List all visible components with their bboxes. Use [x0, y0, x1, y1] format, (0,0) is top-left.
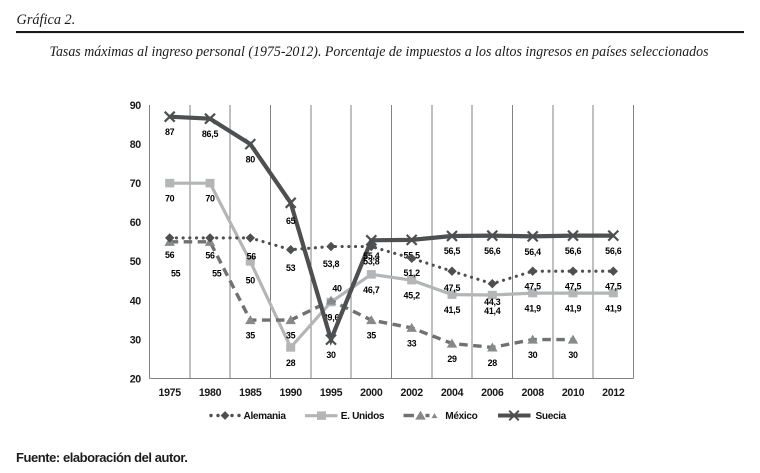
svg-text:46,7: 46,7 — [363, 285, 380, 295]
svg-text:41,5: 41,5 — [444, 305, 461, 315]
svg-text:50: 50 — [246, 275, 256, 285]
svg-text:47,5: 47,5 — [565, 282, 582, 292]
svg-text:47,5: 47,5 — [525, 282, 542, 292]
svg-text:56,5: 56,5 — [444, 246, 461, 256]
svg-text:56: 56 — [247, 251, 257, 261]
svg-text:41,9: 41,9 — [605, 304, 622, 314]
svg-text:86,5: 86,5 — [202, 129, 219, 139]
svg-text:35: 35 — [367, 331, 377, 341]
svg-text:47,5: 47,5 — [605, 282, 622, 292]
svg-text:53,8: 53,8 — [323, 259, 340, 269]
svg-text:90: 90 — [130, 100, 142, 112]
svg-text:30: 30 — [568, 350, 578, 360]
svg-text:2002: 2002 — [401, 387, 424, 399]
svg-text:35: 35 — [286, 331, 296, 341]
svg-text:33: 33 — [407, 338, 417, 348]
svg-text:70: 70 — [130, 178, 142, 190]
svg-text:41,4: 41,4 — [484, 306, 501, 316]
svg-text:1995: 1995 — [320, 387, 343, 399]
svg-text:2004: 2004 — [441, 387, 464, 399]
svg-text:39,6: 39,6 — [323, 313, 340, 323]
svg-text:70: 70 — [205, 194, 215, 204]
svg-text:87: 87 — [165, 127, 175, 137]
svg-text:40: 40 — [332, 284, 342, 294]
svg-text:28: 28 — [286, 358, 296, 368]
svg-text:30: 30 — [326, 350, 336, 360]
svg-text:47,5: 47,5 — [444, 283, 461, 293]
svg-text:41,9: 41,9 — [525, 304, 542, 314]
svg-text:Fuente: elaboración del autor.: Fuente: elaboración del autor. — [16, 450, 187, 465]
svg-text:Tasas máximas al ingreso perso: Tasas máximas al ingreso personal (1975-… — [50, 44, 709, 60]
svg-text:30: 30 — [528, 350, 538, 360]
svg-text:Alemania: Alemania — [244, 411, 287, 422]
svg-text:2012: 2012 — [602, 387, 625, 399]
svg-text:México: México — [445, 411, 477, 422]
svg-text:80: 80 — [130, 139, 142, 151]
svg-text:44,3: 44,3 — [484, 297, 501, 307]
svg-text:1985: 1985 — [239, 387, 262, 399]
svg-text:2008: 2008 — [522, 387, 545, 399]
svg-text:E. Unidos: E. Unidos — [341, 411, 385, 422]
svg-text:56,6: 56,6 — [605, 246, 622, 256]
svg-text:56,6: 56,6 — [484, 246, 501, 256]
svg-text:55: 55 — [212, 269, 222, 279]
svg-text:1980: 1980 — [199, 387, 222, 399]
svg-text:51,2: 51,2 — [404, 268, 421, 278]
svg-text:20: 20 — [130, 374, 142, 386]
svg-text:45,2: 45,2 — [404, 291, 421, 301]
svg-text:56,6: 56,6 — [565, 246, 582, 256]
svg-text:56,4: 56,4 — [525, 247, 542, 257]
svg-text:41,9: 41,9 — [565, 304, 582, 314]
svg-text:53,8: 53,8 — [363, 256, 380, 266]
svg-text:1975: 1975 — [159, 387, 182, 399]
svg-text:70: 70 — [165, 194, 175, 204]
svg-text:35: 35 — [246, 331, 256, 341]
svg-text:56: 56 — [165, 250, 175, 260]
svg-text:Suecia: Suecia — [536, 411, 567, 422]
svg-text:Gráfica 2.: Gráfica 2. — [17, 12, 76, 28]
svg-text:60: 60 — [130, 217, 142, 229]
svg-text:1990: 1990 — [280, 387, 303, 399]
svg-text:2000: 2000 — [360, 387, 383, 399]
svg-text:40: 40 — [130, 295, 142, 307]
svg-text:28: 28 — [488, 358, 498, 368]
svg-text:2010: 2010 — [562, 387, 585, 399]
svg-text:65: 65 — [286, 216, 296, 226]
svg-text:80: 80 — [246, 155, 256, 165]
svg-text:2006: 2006 — [481, 387, 504, 399]
svg-text:29: 29 — [447, 354, 457, 364]
svg-text:55,4: 55,4 — [363, 251, 380, 261]
svg-text:56: 56 — [205, 251, 215, 261]
svg-text:53: 53 — [286, 263, 296, 273]
svg-text:30: 30 — [130, 334, 142, 346]
svg-text:55: 55 — [171, 268, 181, 278]
svg-text:50: 50 — [130, 256, 142, 268]
